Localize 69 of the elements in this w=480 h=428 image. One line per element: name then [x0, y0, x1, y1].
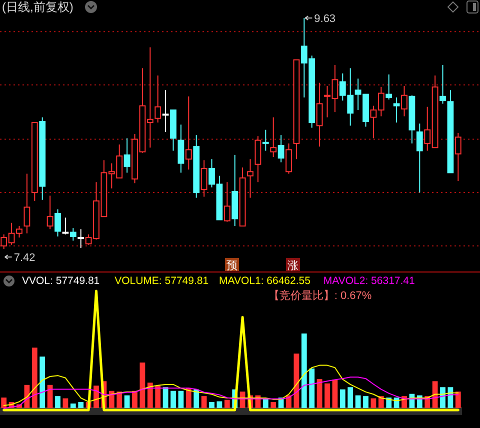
candlestick [162, 90, 169, 132]
bar [1, 398, 7, 408]
bar [78, 402, 84, 408]
candlestick [24, 173, 30, 234]
annotation: 【竞价量比】: 0.67% [268, 289, 372, 302]
candlestick [124, 138, 130, 174]
candlestick [224, 182, 230, 222]
bar [378, 396, 384, 408]
text: MAVOL1: 66462.55 [219, 275, 311, 287]
bar [40, 356, 46, 408]
bar [170, 390, 176, 408]
bar [178, 390, 184, 408]
bar [301, 334, 307, 408]
bar [309, 368, 315, 408]
candlestick [78, 228, 84, 248]
bar [194, 389, 200, 408]
candlestick [416, 123, 423, 194]
annotation: 9.63 [314, 13, 336, 25]
bar [70, 404, 76, 408]
candlestick [316, 82, 323, 148]
bar [94, 386, 99, 408]
bar [370, 398, 376, 408]
bar [340, 389, 346, 408]
bar [155, 386, 161, 408]
bar [124, 395, 130, 408]
candlestick [70, 228, 76, 242]
bar [147, 382, 153, 408]
bar [270, 402, 276, 408]
bar [186, 388, 192, 408]
bar [108, 390, 114, 408]
text: 7.42 [14, 252, 36, 264]
candlestick [178, 124, 184, 174]
bar [201, 396, 207, 408]
bar [363, 396, 368, 408]
bar [224, 400, 230, 408]
candlestick [454, 132, 462, 182]
bar [386, 398, 392, 408]
text: VVOL: 57749.81 [22, 275, 100, 287]
bar [455, 392, 461, 408]
bar [116, 392, 122, 408]
candlestick [46, 195, 54, 230]
bar [62, 398, 68, 408]
bar [355, 395, 361, 408]
series-label: VOLUME: 57749.81 [114, 275, 209, 287]
candlestick [200, 160, 208, 198]
bar [348, 387, 354, 408]
candlestick [440, 64, 446, 104]
bar [209, 402, 214, 408]
bar [55, 396, 60, 408]
bar [140, 362, 146, 408]
candlestick [286, 142, 292, 174]
candlestick [54, 208, 61, 237]
text: MAVOL2: 56317.41 [323, 275, 416, 287]
candlestick [386, 74, 392, 100]
bar [216, 401, 222, 408]
candlestick [393, 96, 400, 124]
candlestick [278, 134, 284, 163]
candlestick [270, 116, 277, 158]
chart-title: (日线,前复权) [2, 0, 74, 14]
candlestick [154, 74, 162, 124]
bar [332, 380, 338, 408]
bar [132, 390, 138, 408]
bar [32, 348, 38, 408]
candlestick [62, 217, 69, 235]
bar [324, 383, 330, 408]
candlestick [247, 158, 254, 198]
candlestick [262, 129, 269, 152]
candlestick [401, 85, 408, 117]
candlestick [185, 96, 192, 170]
